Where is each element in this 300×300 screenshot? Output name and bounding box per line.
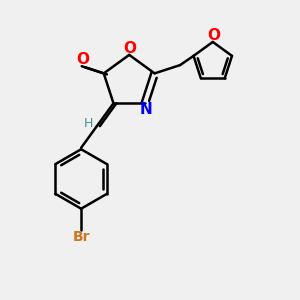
Text: Br: Br [72,230,90,244]
Text: O: O [124,41,136,56]
Text: O: O [76,52,89,67]
Text: H: H [84,117,93,130]
Text: O: O [207,28,220,43]
Text: N: N [140,102,153,117]
